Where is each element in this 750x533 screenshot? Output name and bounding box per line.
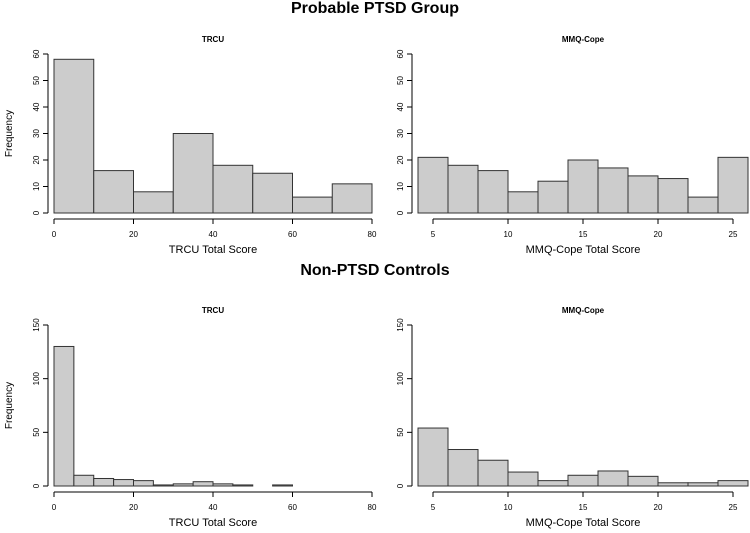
panel-2-y-tick-label: 30: [396, 129, 405, 138]
panel-2-histogram-bar: [687, 196, 719, 214]
panel-2-y-tick-label: 10: [396, 182, 405, 191]
panel-1-histogram-bar: [53, 58, 95, 214]
panel-2-histogram-bar: [597, 167, 629, 214]
panel-3-x-tick-label: 40: [209, 503, 218, 512]
panel-4-x-tick-label: 15: [579, 503, 588, 512]
group-title-controls: Non-PTSD Controls: [300, 262, 450, 279]
panel-4-histogram-bar: [717, 480, 749, 487]
panel-4-y-tick-label: 150: [396, 318, 405, 332]
panel-2-y-tick-label: 40: [396, 102, 405, 111]
panel-4-histogram-bar: [417, 427, 449, 487]
panel-1-y-tick-label: 60: [32, 49, 41, 58]
panel-3-y-axis-label: Frequency: [4, 382, 15, 429]
panel-2-x-tick-label: 15: [579, 230, 588, 239]
panel-2-histogram-bar: [627, 175, 659, 214]
panel-3-histogram-bar: [232, 484, 254, 487]
panel-4-histogram-bar: [537, 480, 569, 487]
panel-1-x-tick-label: 20: [129, 230, 138, 239]
panel-2-x-tick-label: 5: [431, 230, 436, 239]
panel-4-x-tick-label: 20: [654, 503, 663, 512]
panel-2-x-axis-label: MMQ-Cope Total Score: [526, 244, 641, 256]
panel-3-histogram-bar: [212, 483, 234, 487]
panel-1-histogram-bar: [93, 170, 134, 214]
panel-3-x-tick-label: 80: [368, 503, 377, 512]
panel-3-histogram-bar: [172, 483, 194, 487]
panel-3-histogram-bar: [73, 474, 95, 487]
panel-1-histogram-bar: [292, 196, 333, 214]
panel-3-histogram-bar: [113, 479, 134, 487]
panel-1-y-tick-label: 40: [32, 102, 41, 111]
panel-1-histogram-bar: [133, 191, 174, 214]
panel-4-y-tick-label: 0: [396, 483, 405, 488]
panel-2-y-tick-label: 20: [396, 155, 405, 164]
panel-4-x-tick-label: 25: [729, 503, 738, 512]
panel-1-y-axis-label: Frequency: [4, 110, 15, 157]
panel-3-x-axis-label: TRCU Total Score: [169, 517, 257, 529]
panel-4-histogram-bar: [687, 482, 719, 487]
panel-3-histogram-bar: [93, 477, 115, 487]
panel-2-x-tick-label: 10: [504, 230, 513, 239]
panel-3-y-tick-label: 50: [32, 427, 41, 436]
panel-4-x-tick-label: 5: [431, 503, 436, 512]
panel-1-x-tick-label: 60: [288, 230, 297, 239]
panel-4-histogram-bar: [477, 459, 509, 487]
panel-3-histogram-bar: [152, 484, 174, 487]
panel-4-histogram-bar: [627, 475, 659, 487]
panel-2-histogram-bar: [507, 191, 539, 214]
panel-4-histogram-bar: [657, 482, 689, 487]
panel-1-y-tick-label: 30: [32, 129, 41, 138]
panel-3-title: TRCU: [202, 306, 224, 315]
panel-2-histogram-bar: [447, 164, 479, 214]
panel-2-y-tick-label: 60: [396, 49, 405, 58]
panel-1-histogram-bar: [172, 133, 214, 214]
panel-3-x-tick-label: 0: [52, 503, 57, 512]
panel-3-histogram-bar: [133, 480, 154, 487]
panel-3-histogram-bar: [272, 484, 293, 487]
panel-4-x-tick-label: 10: [504, 503, 513, 512]
group-title-ptsd: Probable PTSD Group: [290, 0, 459, 17]
panel-1-title: TRCU: [202, 35, 224, 44]
panel-4-y-tick-label: 100: [396, 371, 405, 385]
panel-3-y-tick-label: 100: [32, 371, 41, 385]
panel-1-x-tick-label: 40: [209, 230, 218, 239]
panel-3-histogram-bar: [192, 481, 214, 487]
panel-2-histogram-bar: [657, 178, 689, 214]
panel-4-histogram-bar: [507, 471, 539, 487]
panel-1-y-tick-label: 20: [32, 155, 41, 164]
panel-2-y-tick-label: 0: [396, 210, 405, 215]
panel-1-x-tick-label: 80: [368, 230, 377, 239]
panel-4-y-tick-label: 50: [396, 427, 405, 436]
panel-2-histogram-bar: [717, 156, 749, 214]
panel-1-y-tick-label: 50: [32, 76, 41, 85]
panel-3-x-tick-label: 60: [288, 503, 297, 512]
panel-2-x-tick-label: 20: [654, 230, 663, 239]
panel-1-histogram-bar: [212, 164, 254, 214]
panel-4-histogram-bar: [597, 470, 629, 487]
panel-2-histogram-bar: [417, 156, 449, 214]
panel-1-histogram-bar: [252, 172, 293, 214]
panel-4-title: MMQ-Cope: [562, 306, 605, 315]
panel-3-y-tick-label: 0: [32, 483, 41, 488]
panel-1-x-tick-label: 0: [52, 230, 57, 239]
panel-3-histogram-bar: [53, 345, 75, 487]
panel-2-y-tick-label: 50: [396, 76, 405, 85]
panel-2-title: MMQ-Cope: [562, 35, 605, 44]
panel-4-histogram-bar: [567, 474, 599, 487]
panel-3-x-tick-label: 20: [129, 503, 138, 512]
panel-2-histogram-bar: [477, 170, 509, 214]
panel-4-histogram-bar: [447, 449, 479, 487]
panel-1-histogram-bar: [331, 183, 373, 214]
panel-1-y-tick-label: 0: [32, 210, 41, 215]
panel-1-x-axis-label: TRCU Total Score: [169, 244, 257, 256]
panel-3-y-tick-label: 150: [32, 318, 41, 332]
panel-2-histogram-bar: [537, 180, 569, 214]
panel-2-x-tick-label: 25: [729, 230, 738, 239]
panel-4-x-axis-label: MMQ-Cope Total Score: [526, 517, 641, 529]
panel-1-y-tick-label: 10: [32, 182, 41, 191]
panel-2-histogram-bar: [567, 159, 599, 214]
